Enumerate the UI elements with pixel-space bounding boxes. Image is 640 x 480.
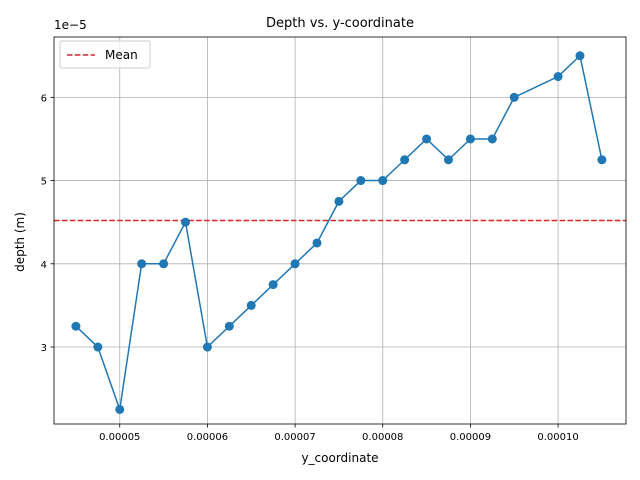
data-point	[443, 155, 453, 165]
plot-frame	[53, 36, 627, 425]
data-point	[180, 217, 190, 227]
data-point	[159, 259, 169, 269]
data-point	[422, 134, 432, 144]
data-point	[93, 342, 103, 352]
chart-title: Depth vs. y-coordinate	[266, 16, 414, 31]
data-point	[137, 259, 147, 269]
x-tick-label: 0.00006	[187, 432, 228, 443]
data-point	[290, 259, 300, 269]
x-tick-label: 0.00009	[450, 432, 491, 443]
data-point	[246, 300, 256, 310]
data-point	[312, 238, 322, 248]
data-point	[553, 72, 563, 82]
legend-mean-label: Mean	[105, 48, 138, 62]
data-point	[115, 404, 125, 414]
y-tick-label: 3	[41, 343, 47, 354]
y-tick-label: 5	[41, 177, 47, 188]
x-axis-label: y_coordinate	[301, 451, 378, 465]
data-point	[509, 92, 519, 102]
y-axis-label: depth (m)	[13, 212, 27, 272]
data-point	[224, 321, 234, 331]
x-tick-label: 0.00005	[99, 432, 140, 443]
x-tick-label: 0.00007	[274, 432, 315, 443]
data-point	[575, 51, 585, 61]
data-point	[465, 134, 475, 144]
data-point	[202, 342, 212, 352]
y-tick-label: 6	[41, 93, 47, 104]
x-tick-label: 0.00010	[537, 432, 578, 443]
y-axis-offset-label: 1e−5	[54, 18, 87, 32]
data-point	[597, 155, 607, 165]
y-tick-label: 4	[41, 260, 47, 271]
legend-box	[59, 40, 151, 69]
data-point	[71, 321, 81, 331]
data-point	[487, 134, 497, 144]
legend: Mean	[59, 40, 151, 69]
y-axis-ticks: 3 4 5 6	[41, 93, 54, 354]
data-point	[334, 196, 344, 206]
data-point	[356, 176, 366, 186]
x-axis-ticks: 0.00005 0.00006 0.00007 0.00008 0.00009 0.000…	[99, 424, 579, 443]
data-point	[378, 176, 388, 186]
series-group	[71, 51, 607, 414]
data-point	[400, 155, 410, 165]
x-tick-label: 0.00008	[362, 432, 403, 443]
data-point	[268, 280, 278, 290]
